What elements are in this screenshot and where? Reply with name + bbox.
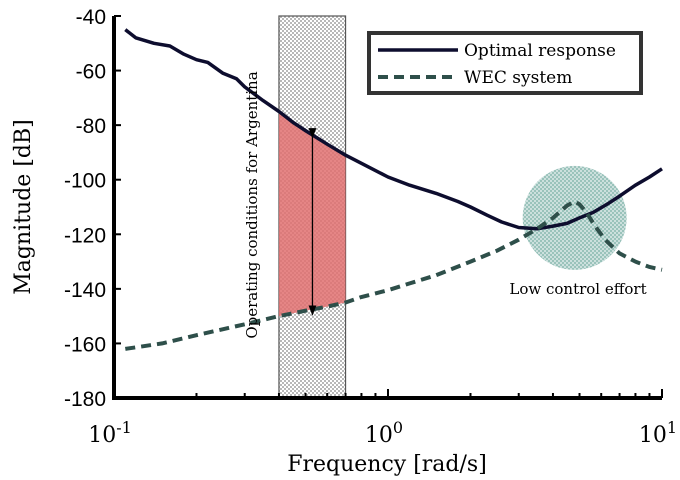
y-axis-label: Magnitude [dB] [11,119,36,294]
wec-system-line [125,199,663,351]
band-label: Operating conditions for Argentina [243,71,261,338]
y-tick-label: -100 [64,170,106,193]
y-tick-group: -180 -160 -140 -120 -100 -80 -60 -40 [64,6,121,411]
legend-label-wec: WEC system [464,68,572,88]
low-control-effort-label: Low control effort [509,280,646,298]
y-tick-label: -80 [76,115,106,138]
x-tick-label: 10-1 [88,418,132,448]
y-tick-label: -40 [76,6,106,29]
y-tick-label: -120 [64,224,106,247]
y-tick-label: -160 [64,333,106,356]
x-tick-label: 100 [365,418,403,448]
legend: Optimal response WEC system [367,31,643,95]
y-tick-label: -60 [76,61,106,84]
x-tick-group: 10-1 100 101 [88,389,677,448]
y-tick-label: -180 [64,388,106,411]
low-effort-circle [522,165,627,270]
optimal-response-line [124,28,663,231]
y-tick-label: -140 [64,279,106,302]
x-tick-label: 101 [639,418,677,448]
x-axis-label: Frequency [rad/s] [287,452,487,477]
legend-box [367,31,643,95]
legend-label-optimal: Optimal response [464,41,616,61]
